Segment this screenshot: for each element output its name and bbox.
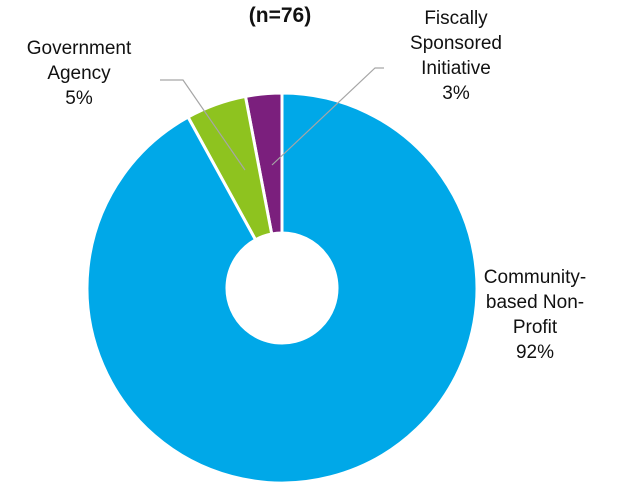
slice-label-government-agency: Government Agency 5% (0, 36, 159, 111)
slice-label-line: Government (26, 38, 132, 59)
slice-percent-label: 92% (515, 342, 555, 363)
leader-line-fiscally-sponsored (271, 67, 384, 166)
slice-label-line: Agency (47, 63, 111, 84)
slice-community-non-profit (85, 91, 479, 483)
slice-label-line: Sponsored (410, 33, 502, 54)
slice-label-line: based Non- (485, 292, 585, 313)
slice-percent-label: 5% (65, 88, 93, 109)
slice-label-community-non-profit: Community- based Non- Profit 92% (470, 265, 600, 365)
slice-percent-label: 3% (442, 83, 470, 104)
slice-label-line: Community- (483, 267, 587, 288)
slice-label-fiscally-sponsored: Fiscally Sponsored Initiative 3% (386, 6, 526, 106)
leader-line-government-agency (160, 79, 246, 171)
slice-label-line: Profit (512, 317, 558, 338)
slice-label-line: Initiative (421, 58, 491, 79)
slice-label-line: Fiscally (424, 8, 488, 29)
chart-title: (n=76) (248, 4, 312, 27)
